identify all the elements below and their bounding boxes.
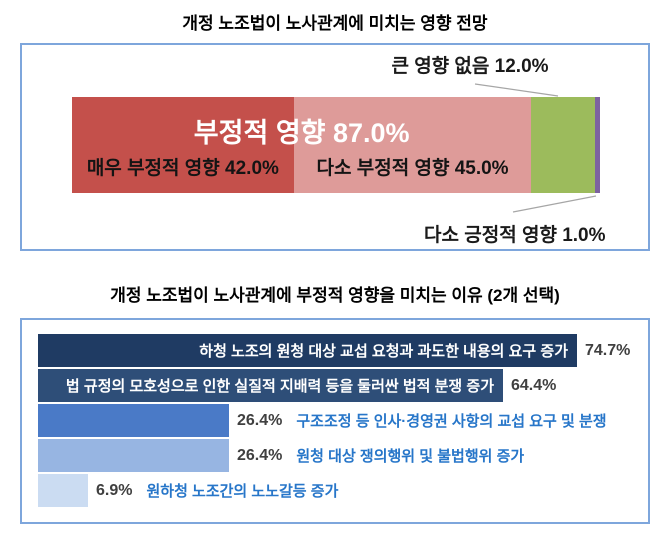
somewhat-negative-label: 다소 부정적 영향 45.0%	[316, 158, 509, 179]
bar-value: 26.4%	[237, 446, 283, 464]
bar-value: 6.9%	[96, 481, 133, 499]
callout-no-impact: 큰 영향 없음 12.0%	[391, 56, 549, 77]
bar-label-outside: 원하청 노조간의 노노갈등 증가	[146, 483, 339, 500]
bar-value: 26.4%	[237, 411, 283, 429]
bar-value: 64.4%	[511, 376, 557, 394]
reason-bar-0: 하청 노조의 원청 대상 교섭 요청과 과도한 내용의 요구 증가	[38, 334, 577, 367]
bar-row-4: 6.9% 원하청 노조간의 노노갈등 증가	[38, 473, 638, 508]
stack-segment-1	[293, 97, 532, 193]
chart2-title: 개정 노조법이 노사관계에 부정적 영향을 미치는 이유 (2개 선택)	[110, 286, 560, 305]
very-negative-label: 매우 부정적 영향 42.0%	[86, 158, 279, 179]
negative-total-label: 부정적 영향 87.0%	[193, 118, 410, 148]
callout-somewhat-positive: 다소 긍정적 영향 1.0%	[424, 225, 606, 246]
bar-row-2: 26.4% 구조조정 등 인사·경영권 사항의 교섭 요구 및 분쟁	[38, 403, 638, 438]
bar-row-1: 법 규정의 모호성으로 인한 실질적 지배력 등을 둘러싼 법적 분쟁 증가 64…	[38, 368, 638, 403]
chart1-panel: 큰 영향 없음 12.0% 부정적 영향 87.0% 매우 부정적 영향 42.…	[20, 43, 650, 251]
chart2-panel: 하청 노조의 원청 대상 교섭 요청과 과도한 내용의 요구 증가 74.7% 법 …	[20, 318, 650, 524]
chart1-title: 개정 노조법이 노사관계에 미치는 영향 전망	[182, 14, 488, 33]
leader-line-somewhat-positive	[512, 195, 597, 213]
bar-row-0: 하청 노조의 원청 대상 교섭 요청과 과도한 내용의 요구 증가 74.7%	[38, 333, 638, 368]
reason-bar-2	[38, 404, 229, 437]
bar-label-outside: 원청 대상 쟁의행위 및 불법행위 증가	[296, 448, 525, 465]
stack-segment-0	[72, 97, 294, 193]
bar-label-outside: 구조조정 등 인사·경영권 사항의 교섭 요구 및 분쟁	[296, 413, 607, 430]
bar-row-3: 26.4% 원청 대상 쟁의행위 및 불법행위 증가	[38, 438, 638, 473]
bar-label-inside: 법 규정의 모호성으로 인한 실질적 지배력 등을 둘러싼 법적 분쟁 증가	[65, 378, 494, 395]
reason-bars: 하청 노조의 원청 대상 교섭 요청과 과도한 내용의 요구 증가 74.7% 법 …	[38, 333, 638, 508]
stack-segment-3	[594, 97, 600, 193]
reason-bar-4	[38, 474, 88, 507]
reason-bar-3	[38, 439, 229, 472]
stack-segment-2	[531, 97, 595, 193]
stacked-bar-wrap: 부정적 영향 87.0% 매우 부정적 영향 42.0% 다소 부정적 영향 4…	[72, 97, 600, 193]
leader-line-no-impact	[474, 83, 559, 97]
bar-label-inside: 하청 노조의 원청 대상 교섭 요청과 과도한 내용의 요구 증가	[199, 343, 568, 360]
bar-value: 74.7%	[585, 341, 631, 359]
stacked-bar	[72, 97, 600, 193]
reason-bar-1: 법 규정의 모호성으로 인한 실질적 지배력 등을 둘러싼 법적 분쟁 증가	[38, 369, 503, 402]
